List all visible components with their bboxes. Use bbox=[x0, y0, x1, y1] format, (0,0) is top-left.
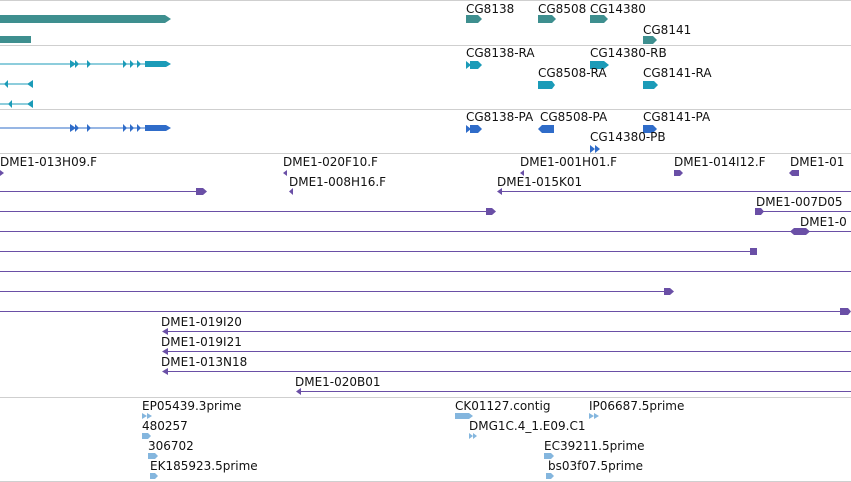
protein-feature[interactable] bbox=[590, 144, 606, 154]
est-feature[interactable] bbox=[148, 452, 162, 460]
clone-feature[interactable] bbox=[160, 347, 851, 357]
gene-feature[interactable] bbox=[0, 36, 31, 43]
gene-feature[interactable] bbox=[538, 15, 558, 23]
est-label: bs03f07.5prime bbox=[548, 459, 644, 473]
transcript-label: CG8141-RA bbox=[643, 66, 712, 80]
est-label: CK01127.contig bbox=[455, 399, 551, 413]
protein-label: CG14380-PB bbox=[590, 130, 666, 144]
clone-feature[interactable] bbox=[755, 207, 851, 217]
clone-feature[interactable] bbox=[287, 187, 295, 197]
est-label: IP06687.5prime bbox=[589, 399, 685, 413]
clone-feature[interactable] bbox=[789, 169, 801, 177]
clone-label: DME1-014I12.F bbox=[674, 155, 766, 169]
transcript-feature[interactable] bbox=[643, 80, 661, 90]
gene-feature[interactable] bbox=[643, 36, 659, 44]
transcript-feature[interactable] bbox=[0, 78, 36, 90]
clone-feature[interactable] bbox=[160, 327, 851, 337]
est-label: 306702 bbox=[148, 439, 194, 453]
gene-feature[interactable] bbox=[590, 15, 610, 23]
gene-label: CG8141 bbox=[643, 23, 692, 37]
clone-label: DME1-019I20 bbox=[161, 315, 242, 329]
est-label: 480257 bbox=[142, 419, 188, 433]
protein-label: CG8141-PA bbox=[643, 110, 711, 124]
transcript-feature[interactable] bbox=[0, 98, 36, 110]
clone-feature[interactable] bbox=[519, 169, 527, 177]
clone-label: DME1-015K01 bbox=[497, 175, 583, 189]
transcript-feature[interactable] bbox=[0, 58, 175, 70]
protein-feature[interactable] bbox=[538, 124, 558, 134]
clone-label: DME1-0 bbox=[800, 215, 847, 229]
clone-label: DME1-007D05 bbox=[756, 195, 843, 209]
transcript-feature[interactable] bbox=[466, 60, 486, 70]
est-feature[interactable] bbox=[150, 472, 162, 480]
gene-label: CG8508 bbox=[538, 2, 587, 16]
clone-feature[interactable] bbox=[0, 169, 6, 177]
protein-feature[interactable] bbox=[0, 122, 175, 134]
clone-feature[interactable] bbox=[0, 247, 760, 257]
clone-label: DME1-020B01 bbox=[295, 375, 381, 389]
gene-label: CG8138 bbox=[466, 2, 515, 16]
protein-feature[interactable] bbox=[643, 124, 661, 134]
clone-feature[interactable] bbox=[0, 207, 500, 217]
clone-feature[interactable] bbox=[0, 227, 851, 237]
est-label: DMG1C.4_1.E09.C1 bbox=[469, 419, 586, 433]
clone-feature[interactable] bbox=[0, 267, 851, 277]
clone-feature[interactable] bbox=[282, 169, 290, 177]
est-feature[interactable] bbox=[455, 412, 477, 420]
track-divider bbox=[0, 45, 851, 46]
clone-feature[interactable] bbox=[160, 367, 851, 377]
transcript-label: CG14380-RB bbox=[590, 46, 667, 60]
clone-label: DME1-019I21 bbox=[161, 335, 242, 349]
clone-feature[interactable] bbox=[674, 169, 686, 177]
protein-label: CG8508-PA bbox=[540, 110, 608, 124]
est-feature[interactable] bbox=[142, 412, 158, 420]
clone-feature[interactable] bbox=[0, 287, 680, 297]
transcript-label: CG8508-RA bbox=[538, 66, 607, 80]
est-label: EK185923.5prime bbox=[150, 459, 258, 473]
track-divider bbox=[0, 397, 851, 398]
gene-feature[interactable] bbox=[0, 14, 175, 24]
gene-label: CG14380 bbox=[590, 2, 646, 16]
track-divider bbox=[0, 109, 851, 110]
transcript-feature[interactable] bbox=[590, 60, 612, 70]
est-feature[interactable] bbox=[589, 412, 605, 420]
protein-feature[interactable] bbox=[466, 124, 486, 134]
est-feature[interactable] bbox=[544, 452, 558, 460]
clone-label: DME1-008H16.F bbox=[289, 175, 387, 189]
clone-feature[interactable] bbox=[294, 387, 851, 397]
clone-label: DME1-020F10.F bbox=[283, 155, 378, 169]
clone-label: DME1-01 bbox=[790, 155, 845, 169]
gene-feature[interactable] bbox=[466, 15, 484, 23]
est-label: EP05439.3prime bbox=[142, 399, 242, 413]
est-feature[interactable] bbox=[142, 432, 154, 440]
clone-label: DME1-001H01.F bbox=[520, 155, 618, 169]
transcript-label: CG8138-RA bbox=[466, 46, 535, 60]
clone-label: DME1-013H09.F bbox=[0, 155, 98, 169]
clone-feature[interactable] bbox=[0, 187, 210, 197]
est-feature[interactable] bbox=[469, 432, 483, 440]
track-divider bbox=[0, 0, 851, 1]
clone-feature[interactable] bbox=[495, 187, 851, 197]
clone-label: DME1-013N18 bbox=[161, 355, 248, 369]
est-feature[interactable] bbox=[546, 472, 558, 480]
transcript-feature[interactable] bbox=[538, 80, 558, 90]
protein-label: CG8138-PA bbox=[466, 110, 534, 124]
track-divider bbox=[0, 153, 851, 154]
clone-feature[interactable] bbox=[0, 307, 851, 317]
est-label: EC39211.5prime bbox=[544, 439, 645, 453]
